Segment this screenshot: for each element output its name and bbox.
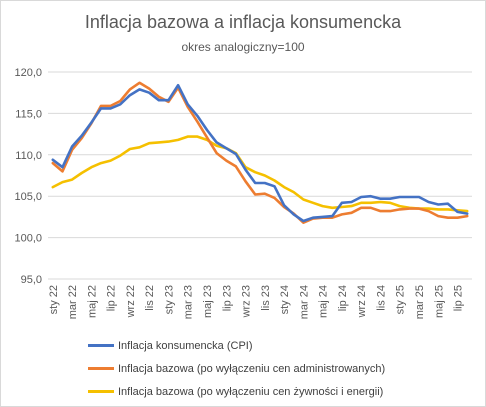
legend-swatch-core-admin <box>88 367 114 370</box>
x-tick-label: lip 25 <box>453 285 465 311</box>
x-tick-label: wrz 22 <box>125 285 137 318</box>
legend-swatch-cpi <box>88 344 114 347</box>
y-tick-label: 110,0 <box>15 150 42 162</box>
x-tick-label: mar 25 <box>414 285 426 319</box>
x-tick-label: maj 22 <box>86 285 98 318</box>
legend-label-cpi: Inflacja konsumencka (CPI) <box>118 339 253 352</box>
chart-legend: Inflacja konsumencka (CPI) Inflacja bazo… <box>88 334 385 403</box>
legend-swatch-core-food-energy <box>88 390 114 393</box>
x-tick-label: lip 23 <box>221 285 233 311</box>
x-tick-label: sty 25 <box>395 285 407 314</box>
x-tick-label: maj 24 <box>318 285 330 318</box>
y-tick-label: 95,0 <box>21 274 42 286</box>
series-core-admin-line <box>51 81 469 224</box>
x-tick-label: lis 23 <box>260 285 272 311</box>
legend-label-core-admin: Inflacja bazowa (po wyłączeniu cen admin… <box>118 362 386 375</box>
y-tick-label: 100,0 <box>14 233 42 245</box>
legend-item-cpi: Inflacja konsumencka (CPI) <box>88 334 385 357</box>
x-tick-label: sty 24 <box>279 285 291 314</box>
x-tick-label: mar 22 <box>67 285 79 319</box>
series-core-food-energy-line <box>51 135 469 213</box>
x-tick-label: mar 23 <box>183 285 195 319</box>
x-tick-label: wrz 23 <box>241 285 253 318</box>
x-tick-label: lis 22 <box>144 285 156 311</box>
x-tick-label: sty 23 <box>163 285 175 314</box>
chart-title: Inflacja bazowa a inflacja konsumencka <box>84 12 402 32</box>
y-tick-label: 105,0 <box>14 191 42 203</box>
legend-item-core-food-energy: Inflacja bazowa (po wyłączeniu cen żywno… <box>88 380 385 403</box>
y-tick-label: 115,0 <box>15 108 42 120</box>
x-tick-label: lis 24 <box>375 285 387 311</box>
chart-subtitle: okres analogiczny=100 <box>181 40 305 54</box>
x-tick-label: lip 24 <box>337 285 349 311</box>
x-tick-label: maj 23 <box>202 285 214 318</box>
x-tick-label: maj 25 <box>433 285 445 318</box>
legend-label-core-food-energy: Inflacja bazowa (po wyłączeniu cen żywno… <box>118 385 384 398</box>
legend-item-core-admin: Inflacja bazowa (po wyłączeniu cen admin… <box>88 357 385 380</box>
x-tick-label: sty 22 <box>48 285 60 314</box>
x-tick-label: mar 24 <box>298 285 310 319</box>
x-tick-label: wrz 24 <box>356 285 368 318</box>
x-tick-label: lip 22 <box>106 285 118 311</box>
series-cpi-line <box>51 83 469 223</box>
y-tick-label: 120,0 <box>14 67 42 79</box>
